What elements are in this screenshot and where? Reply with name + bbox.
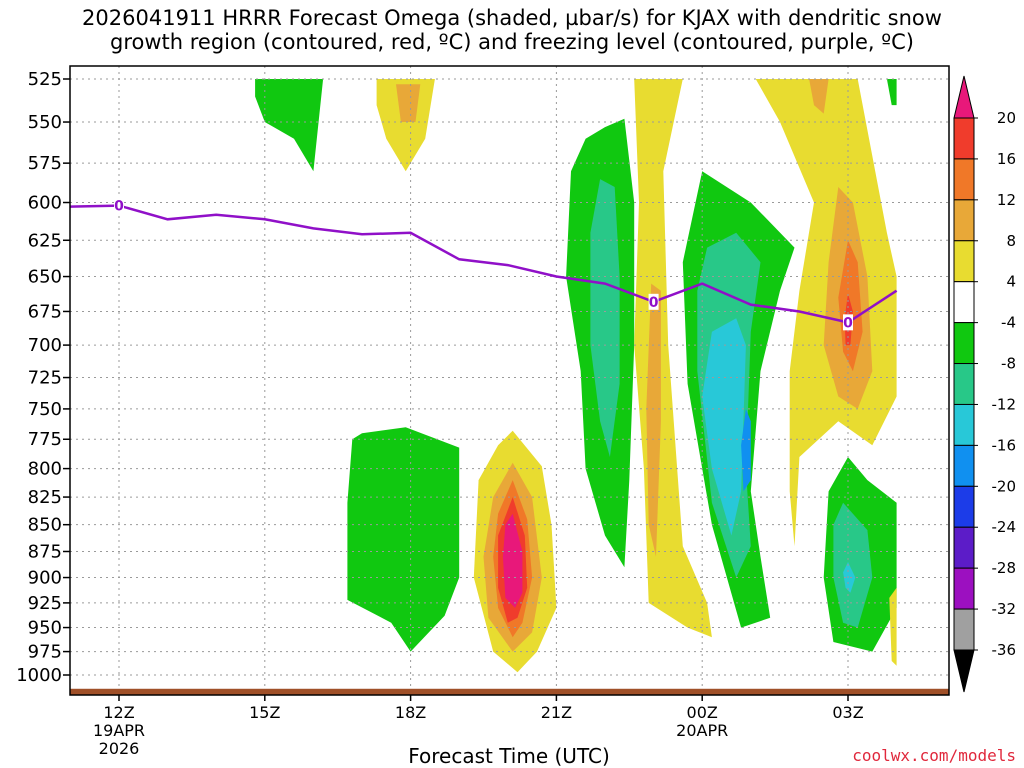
y-tick-label-850: 850 [28,515,62,536]
freezing-level-label: 0 [649,295,659,311]
colorbar-bin-7 [953,363,975,405]
colorbar-label-4: 4 [1006,273,1016,291]
y-tick-label-700: 700 [28,335,62,356]
y-tick-label-1000: 1000 [16,665,62,686]
omega-region-sinking-2300z-column-core [646,283,661,557]
freezing-level-label: 0 [843,315,853,331]
colorbar-label--12: -12 [992,395,1017,413]
colorbar-label--20: -20 [992,477,1017,495]
surface-terrain [70,688,949,695]
x-tick-label-18Z: 18Z [395,703,426,722]
chart-title-line-2: growth region (contoured, red, ºC) and f… [110,30,914,54]
plot-frame [69,65,950,696]
freezing-level-label-bg [648,293,659,310]
freezing-level-line [70,204,898,324]
omega-region-sinking-0300z-upper-core [809,79,829,114]
x-tick-label-15Z: 15Z [249,703,280,722]
x-tick-label-03Z: 03Z [832,703,863,722]
y-tick-label-550: 550 [28,112,62,133]
y-tick-label-575: 575 [28,153,62,174]
colorbar-label--4: -4 [1001,314,1016,332]
x-tick-date-00Z: 20APR [676,721,728,740]
chart-title-line-1: 2026041911 HRRR Forecast Omega (shaded, … [82,6,942,30]
y-tick-label-675: 675 [28,301,62,322]
colorbar-label--16: -16 [992,436,1017,454]
y-tick-label-625: 625 [28,230,62,251]
y-tick-label-825: 825 [28,487,62,508]
colorbar-bottom-arrow [953,649,975,693]
y-tick-label-800: 800 [28,459,62,480]
colorbar-bin-6 [953,322,975,365]
y-tick-label-900: 900 [28,568,62,589]
credit-link[interactable]: coolwx.com/models [852,746,1016,765]
colorbar-bin-3 [953,199,975,242]
x-tick-label-00Z: 00Z [687,703,718,722]
freezing-level-label-bg [843,314,853,331]
grid-layer [70,66,949,695]
y-tick-label-975: 975 [28,642,62,663]
colorbar-bin-11 [953,526,975,569]
colorbar-bin-1 [953,117,975,160]
colorbar-bin-10 [953,485,975,528]
omega-region-rising-1500z-upper [255,79,324,172]
omega-region-rising-edge-upper-right [886,79,897,106]
colorbar-bin-13 [953,608,975,651]
y-tick-label-650: 650 [28,267,62,288]
x-tick-label-12Z: 12Z [103,703,134,722]
colorbar-bin-4 [953,240,975,283]
omega-region-rising-0300z-lower-core [833,502,873,628]
omega-region-sinking-1800z-upper-core [396,84,421,122]
colorbar-bin-8 [953,403,975,446]
y-axis: 525 550 575 600 625 650 675 700 725 750 775 800 825 8… [16,69,70,686]
colorbar-bin-12 [953,567,975,610]
x-tick-date-12Z: 19APR [93,721,145,740]
y-tick-label-525: 525 [28,69,62,90]
colorbar-bin-5 [953,281,975,324]
y-tick-label-600: 600 [28,193,62,214]
y-tick-label-950: 950 [28,618,62,639]
freezing-level-label-bg [114,197,124,214]
y-tick-label-750: 750 [28,399,62,420]
colorbar-bin-9 [953,444,975,487]
colorbar-top-arrow [953,75,975,119]
y-tick-label-775: 775 [28,429,62,450]
omega-region-sinking-2000z-lower-20 [502,513,523,608]
omega-region-rising-0000z-column-16 [702,318,746,536]
omega-region-rising-1700z-lower [347,427,460,652]
colorbar-label--24: -24 [992,518,1017,536]
colorbar-label--28: -28 [992,559,1017,577]
freezing-level-layer: 0 0 0 [70,197,898,331]
omega-region-rising-0000z-column-20 [741,408,751,492]
freezing-level-label: 0 [114,199,124,215]
colorbar-label-16: 16 [997,150,1016,168]
surface-terrain-layer [70,688,949,695]
colorbar-label--32: -32 [992,600,1017,618]
y-tick-label-875: 875 [28,541,62,562]
omega-region-sinking-1800z-upper [376,79,435,172]
colorbar-label-12: 12 [997,191,1016,209]
colorbar: 20 16 12 8 4 -4 -8 -12 -16 -20 -24 -28 -32 -36 [953,75,1017,693]
colorbar-label--8: -8 [1001,355,1016,373]
x-tick-label-21Z: 21Z [541,703,572,722]
colorbar-label-20: 20 [997,109,1016,127]
omega-shading-layer [255,79,897,673]
colorbar-label-8: 8 [1006,232,1016,250]
y-tick-label-725: 725 [28,368,62,389]
y-tick-label-925: 925 [28,593,62,614]
x-tick-year-12Z: 2026 [99,739,140,758]
colorbar-label--36: -36 [992,641,1017,659]
omega-region-sinking-edge-lower-right [889,587,897,666]
colorbar-bin-2 [953,158,975,201]
omega-region-rising-2200z-column-core [590,179,620,457]
omega-region-rising-0300z-lower-inner [843,562,856,593]
x-axis-title: Forecast Time (UTC) [408,744,610,768]
